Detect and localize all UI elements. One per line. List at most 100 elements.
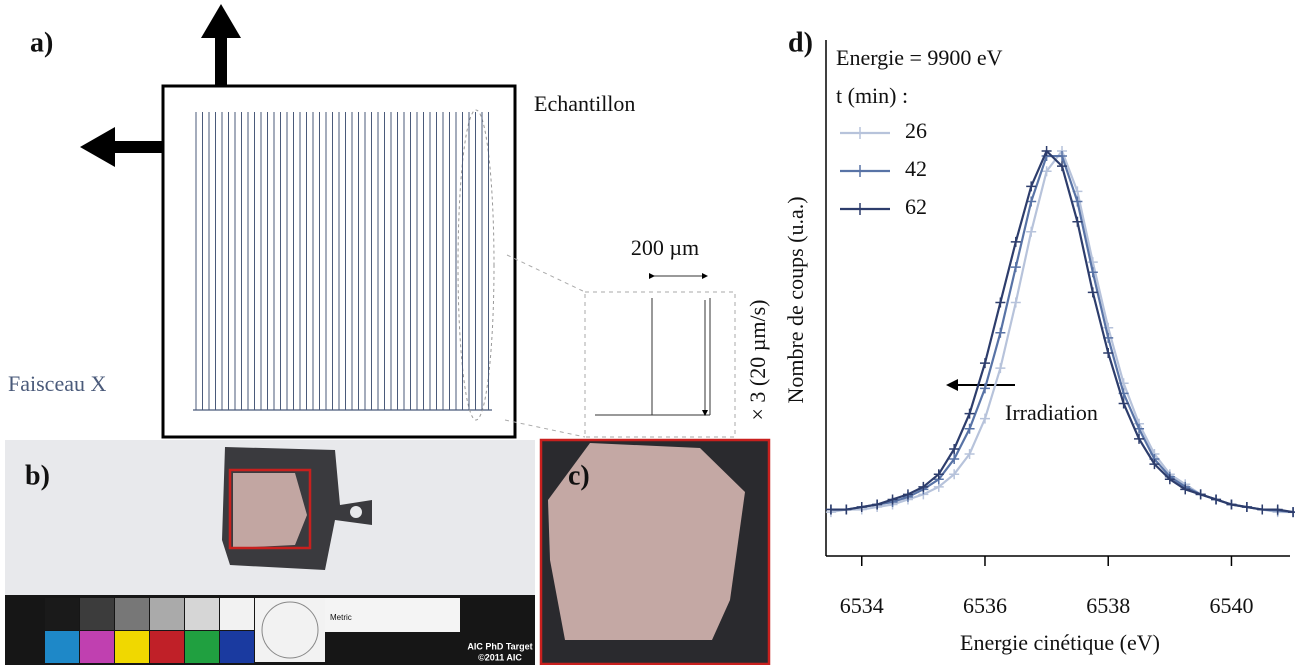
marker: [1057, 161, 1068, 172]
series-line: [830, 154, 1294, 514]
marker: [1164, 474, 1175, 485]
marker: [856, 502, 867, 513]
series-line: [830, 148, 1294, 514]
marker: [1103, 348, 1114, 358]
sample-label: Echantillon: [534, 91, 635, 116]
y-axis-label: Nombre de coups (u.a.): [783, 196, 808, 403]
target-copyright: ©2011 AIC: [478, 652, 522, 662]
annotation: t (min) :: [836, 83, 908, 108]
panel-c: c): [539, 438, 771, 665]
sample-frame: [161, 84, 517, 439]
marker: [1026, 226, 1037, 237]
marker: [1149, 459, 1160, 470]
patch: [80, 598, 114, 630]
marker: [1026, 181, 1037, 192]
marker: [1010, 262, 1021, 273]
patch: [150, 631, 184, 663]
marker: [918, 481, 929, 492]
annotation: Energie = 9900 eV: [836, 45, 1003, 70]
marker: [949, 454, 960, 465]
target-label: AIC PhD Target: [467, 641, 532, 651]
series-line: [830, 149, 1294, 514]
zoom-frame: [228, 468, 312, 550]
target-circle-bg: [255, 598, 325, 662]
patch: [45, 631, 79, 663]
target-circle: [261, 601, 319, 659]
panel-label: c): [568, 460, 590, 491]
zoom-box: [584, 291, 736, 438]
patch: [80, 631, 114, 663]
legend-label: 42: [905, 156, 927, 181]
marker: [825, 504, 836, 515]
patch: [185, 598, 219, 630]
marker: [872, 499, 883, 510]
color-checker: [45, 598, 254, 663]
marker: [964, 449, 975, 459]
marker: [979, 383, 990, 394]
marker: [1087, 287, 1098, 298]
marker: [1072, 196, 1083, 207]
marker: [964, 423, 975, 434]
patch: [220, 631, 254, 663]
beam-label: Faisceau X: [8, 371, 106, 396]
step-label: 200 µm: [631, 235, 699, 260]
marker: [949, 469, 960, 480]
marker: [1087, 257, 1098, 268]
marker: [1057, 151, 1068, 162]
patch: [45, 598, 79, 630]
hole: [350, 506, 362, 518]
marker: [1272, 504, 1283, 515]
arrow-left: [112, 141, 163, 153]
patch: [150, 598, 184, 630]
panel-b: Metric AIC PhD Target ©2011 AIC b): [5, 440, 535, 665]
x-tick-label: 6536: [963, 593, 1007, 618]
marker: [1072, 216, 1083, 227]
x-tick-label: 6538: [1086, 593, 1130, 618]
panel-label: b): [25, 460, 50, 491]
ruler: [325, 598, 460, 632]
marker: [1195, 489, 1206, 500]
x-tick-label: 6540: [1209, 593, 1253, 618]
marker: [1041, 166, 1052, 177]
panel-d: d) 6534 6536 6538 6540 Energie cinétique (eV…: [783, 27, 1295, 655]
arrow-left-head: [80, 127, 115, 167]
zoom-ellipse: [457, 109, 495, 421]
marker: [1211, 494, 1222, 505]
sample-zoom: [548, 443, 745, 640]
legend-label: 62: [905, 194, 927, 219]
arrow-up: [215, 35, 227, 86]
annotation: Irradiation: [1005, 400, 1098, 425]
marker: [1010, 236, 1021, 247]
arrow-up-head: [201, 4, 241, 38]
marker: [979, 358, 990, 369]
repeat-label: × 3 (20 µm/s): [745, 299, 770, 420]
marker: [887, 494, 898, 505]
marker: [995, 327, 1006, 338]
patch: [220, 598, 254, 630]
marker: [995, 363, 1006, 374]
patch: [115, 631, 149, 663]
marker: [1226, 499, 1237, 510]
patch: [115, 598, 149, 630]
panel-a: a) Echantillon Faisceau X 200 µm × 3 (20…: [8, 4, 770, 439]
marker: [979, 413, 990, 424]
marker: [933, 469, 944, 480]
marker: [1134, 433, 1145, 444]
zoom-scan: [595, 298, 711, 416]
ruler-label: Metric: [330, 613, 352, 622]
sample: [233, 473, 307, 548]
marker: [841, 504, 852, 515]
panel-label: d): [788, 27, 813, 58]
zoom-guides: [504, 254, 586, 438]
patch: [185, 631, 219, 663]
legend-label: 26: [905, 118, 927, 143]
marker: [1241, 502, 1252, 513]
x-tick-label: 6534: [840, 593, 884, 618]
panel-label: a): [30, 27, 53, 58]
marker: [995, 297, 1006, 308]
marker: [949, 443, 960, 454]
marker: [1118, 398, 1129, 409]
marker: [1041, 146, 1052, 156]
marker: [964, 408, 975, 419]
